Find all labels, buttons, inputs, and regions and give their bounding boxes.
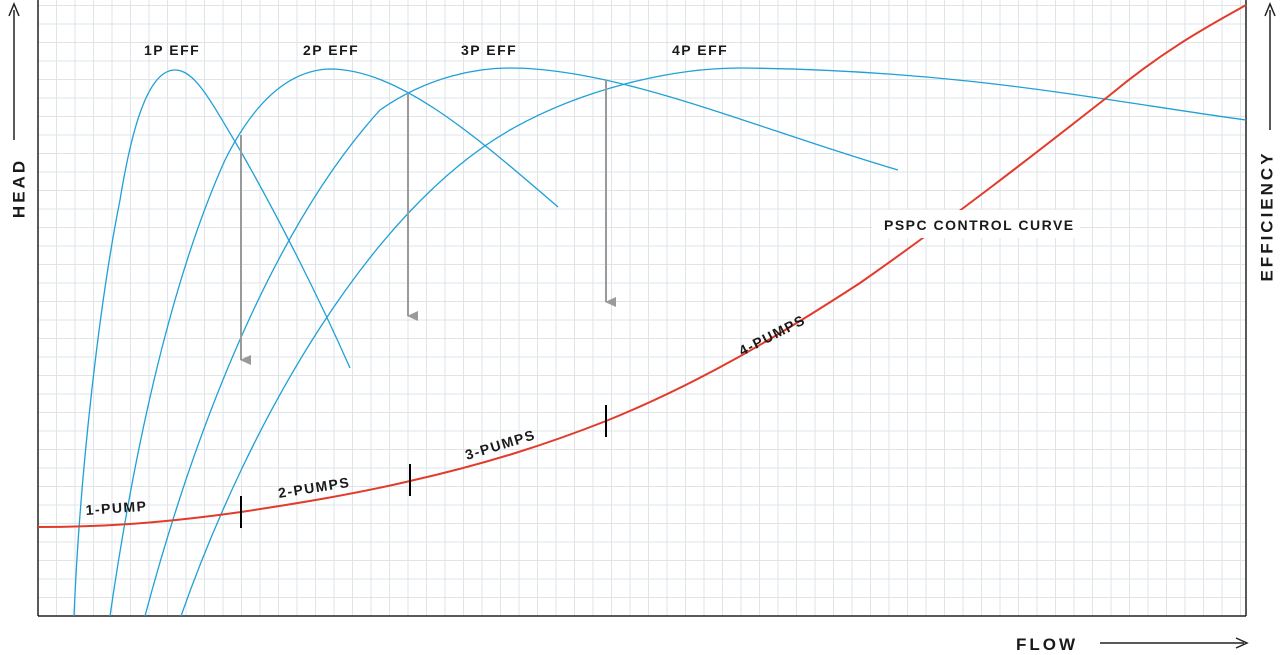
efficiency-transfer-arrows (240, 80, 616, 365)
label-4p-eff: 4P EFF (672, 42, 728, 58)
efficiency-labels: 1P EFF 2P EFF 3P EFF 4P EFF (144, 42, 728, 58)
efficiency-arrow-icon (1264, 2, 1276, 17)
label-4-pumps: 4-PUMPS (736, 311, 808, 358)
label-3p-eff: 3P EFF (461, 42, 517, 58)
head-axis-title: HEAD (8, 2, 28, 218)
head-label: HEAD (9, 158, 28, 218)
label-2-pumps: 2-PUMPS (277, 474, 351, 501)
stage-markers (240, 405, 607, 528)
label-1-pump: 1-PUMP (85, 498, 148, 518)
plot-axes (37, 0, 1247, 617)
label-1p-eff: 1P EFF (144, 42, 200, 58)
efficiency-label: EFFICIENCY (1257, 150, 1276, 281)
pspc-control-curve (37, 4, 1247, 528)
head-arrow-icon (8, 2, 20, 17)
label-2p-eff: 2P EFF (303, 42, 359, 58)
stage-labels: 1-PUMP 2-PUMPS 3-PUMPS 4-PUMPS (85, 311, 808, 518)
1p-efficiency-curve (73, 69, 351, 617)
4p-efficiency-curve (180, 67, 1247, 617)
control-curve-label: PSPC CONTROL CURVE (884, 217, 1075, 233)
flow-label: FLOW (1016, 635, 1078, 654)
efficiency-curves (73, 67, 1247, 617)
flow-arrow-icon (1235, 637, 1249, 649)
flow-axis-title: FLOW (1016, 635, 1249, 654)
efficiency-axis-title: EFFICIENCY (1257, 2, 1276, 282)
control-curve-label-box (872, 210, 1080, 238)
2p-efficiency-curve (109, 68, 559, 617)
plot-grid (38, 0, 1246, 616)
3p-efficiency-curve (144, 67, 899, 617)
